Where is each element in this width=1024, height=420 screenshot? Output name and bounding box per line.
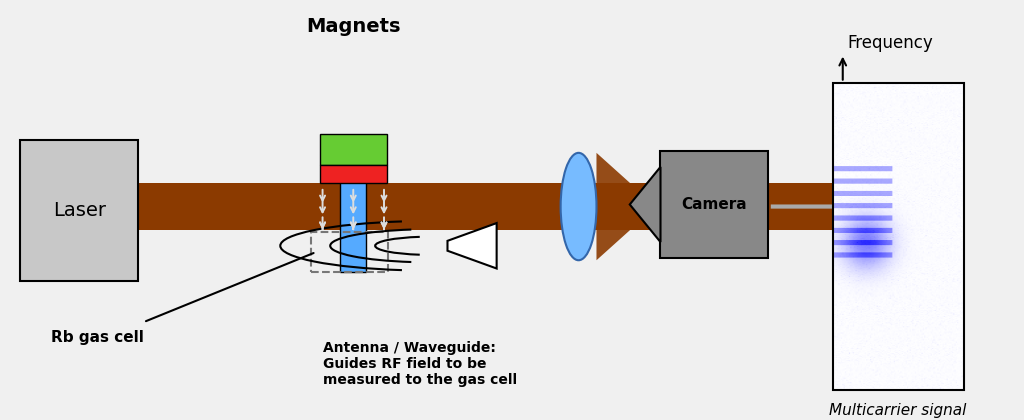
Bar bbox=[311, 232, 388, 272]
Text: Antenna / Waveguide:
Guides RF field to be
measured to the gas cell: Antenna / Waveguide: Guides RF field to … bbox=[323, 341, 517, 387]
Bar bbox=[340, 165, 367, 272]
Text: Rb gas cell: Rb gas cell bbox=[51, 331, 144, 346]
Polygon shape bbox=[630, 167, 660, 242]
Polygon shape bbox=[447, 223, 497, 268]
Polygon shape bbox=[596, 153, 650, 260]
FancyBboxPatch shape bbox=[20, 140, 138, 281]
Text: Frequency: Frequency bbox=[848, 34, 934, 52]
Bar bbox=[833, 83, 964, 390]
Text: Multicarrier signal: Multicarrier signal bbox=[829, 403, 967, 418]
Text: Laser: Laser bbox=[53, 201, 105, 220]
Ellipse shape bbox=[561, 153, 596, 260]
Bar bbox=[319, 165, 387, 183]
Text: Magnets: Magnets bbox=[306, 17, 400, 37]
Bar bbox=[660, 151, 768, 258]
Text: Camera: Camera bbox=[681, 197, 748, 212]
Bar bbox=[138, 183, 855, 230]
Bar bbox=[319, 134, 387, 165]
